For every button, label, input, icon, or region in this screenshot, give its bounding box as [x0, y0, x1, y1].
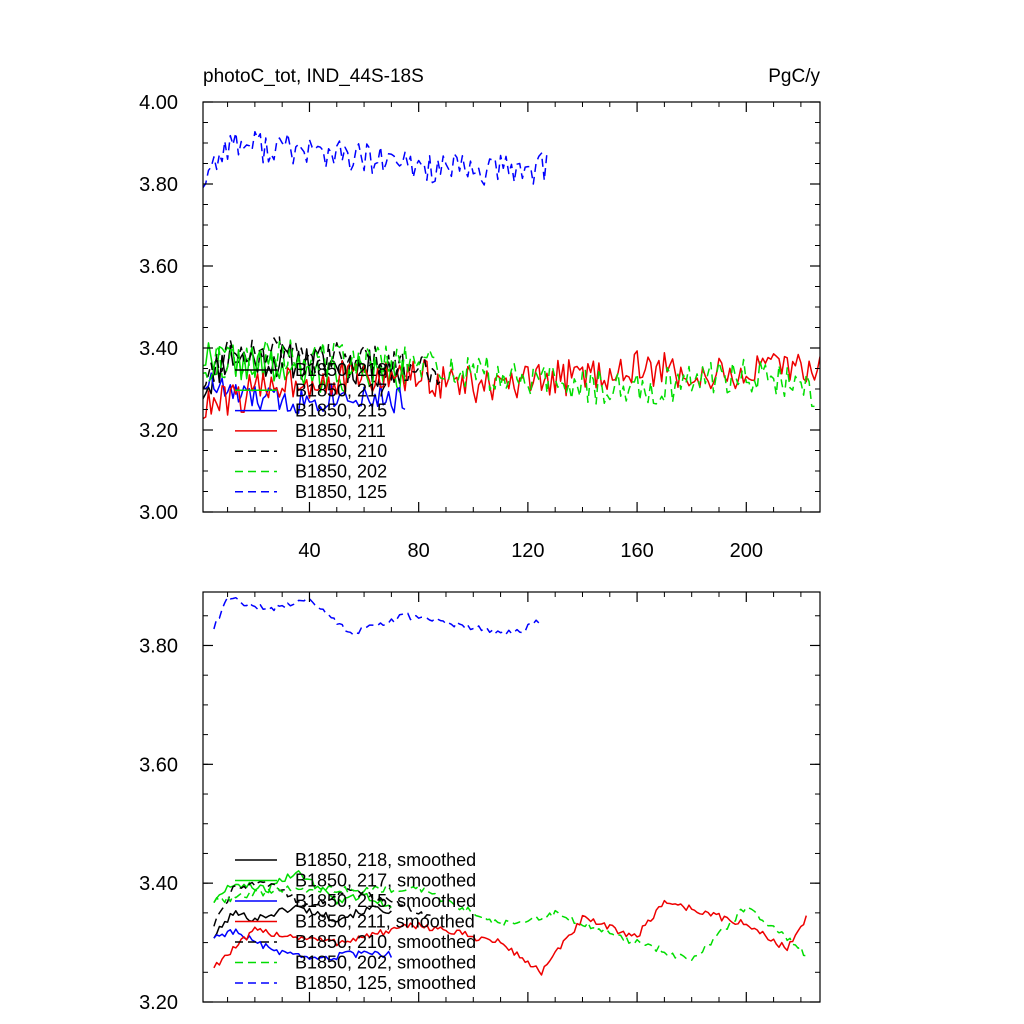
- y-tick-label: 3.40: [139, 873, 178, 895]
- series-line-5: [213, 885, 807, 961]
- legend-label-3: B1850, 211, smoothed: [295, 912, 475, 932]
- legend-label-1: B1850, 217, smoothed: [295, 871, 476, 891]
- series-line-0: [213, 904, 392, 939]
- chart-units: PgC/y: [768, 66, 820, 87]
- x-tick-label: 200: [730, 540, 763, 562]
- x-tick-label: 120: [511, 540, 544, 562]
- series-line-3: [213, 899, 808, 976]
- legend-label-2: B1850, 215, smoothed: [295, 891, 476, 911]
- chart-title: photoC_tot, IND_44S-18S: [203, 66, 424, 87]
- y-tick-label: 3.60: [139, 256, 178, 278]
- legend-label-6: B1850, 125, smoothed: [295, 973, 476, 993]
- y-tick-label: 3.00: [139, 502, 178, 524]
- x-tick-label: 40: [298, 540, 320, 562]
- legend-label-5: B1850, 202, smoothed: [295, 953, 476, 973]
- legend-label-3: B1850, 211: [295, 421, 386, 441]
- y-tick-label: 3.40: [139, 338, 178, 360]
- legend-label-5: B1850, 202: [295, 462, 387, 482]
- y-tick-label: 3.20: [139, 992, 178, 1014]
- series-line-4: [213, 880, 433, 927]
- series-line-5: [203, 339, 815, 408]
- plot-frame: [202, 591, 821, 1003]
- y-tick-label: 4.00: [139, 92, 178, 114]
- legend-label-1: B1850, 217: [295, 380, 387, 400]
- x-tick-label: 160: [620, 540, 653, 562]
- legend-label-4: B1850, 210, smoothed: [295, 932, 476, 952]
- top-panel: 40 80 120 160 200 3.00 3.20 3.40 3.60 3.80 4.00 B18…: [139, 92, 821, 562]
- legend-label-6: B1850, 125: [295, 482, 387, 502]
- y-tick-label: 3.80: [139, 635, 178, 657]
- series-group: [213, 596, 808, 976]
- y-tick-label: 3.80: [139, 174, 178, 196]
- y-tick-label: 3.60: [139, 754, 178, 776]
- y-tick-label: 3.20: [139, 420, 178, 442]
- x-tick-label: 80: [408, 540, 430, 562]
- legend-label-2: B1850, 215: [295, 401, 387, 421]
- legend-label-0: B1850, 218: [295, 360, 387, 380]
- legend-label-4: B1850, 210: [295, 441, 387, 461]
- legend-label-0: B1850, 218, smoothed: [295, 850, 476, 870]
- series-line-6: [203, 130, 548, 189]
